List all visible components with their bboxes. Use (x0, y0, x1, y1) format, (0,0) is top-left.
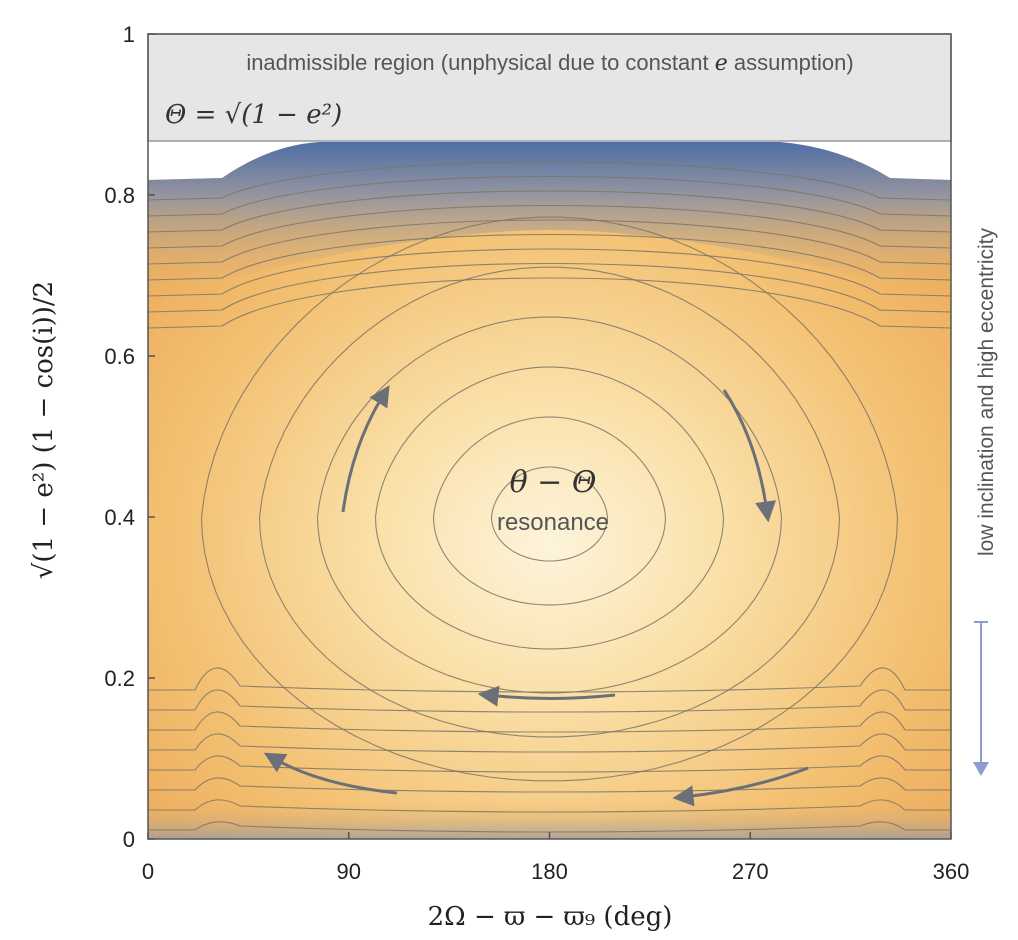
contour-lines (148, 161, 951, 833)
side-annotation-text: low inclination and high eccentricity (975, 227, 998, 556)
side-annotation: low inclination and high eccentricity (973, 227, 998, 776)
flow-arrow-bottom-left (477, 685, 616, 707)
x-tick-label: 360 (933, 859, 970, 884)
x-axis: 0 90 180 270 360 (142, 832, 969, 884)
x-tick-label: 180 (531, 859, 568, 884)
flow-arrow-lower-left (263, 752, 398, 795)
flow-arrow-right-down (722, 389, 776, 523)
contour-line (316, 316, 783, 694)
y-tick-label: 1 (123, 22, 135, 47)
contour-line (148, 689, 951, 713)
region-formula: Θ = √(1 − e²) (165, 100, 342, 130)
contour-line (432, 416, 667, 606)
contour-line (148, 733, 951, 753)
inadmissible-box (147, 33, 952, 142)
top-shading (148, 142, 951, 300)
contour-line (148, 190, 951, 233)
contour-line (148, 161, 951, 201)
contour-line (200, 216, 899, 782)
contour-line (148, 205, 951, 249)
y-tick-label: 0.6 (104, 344, 135, 369)
side-arrow-head (973, 762, 989, 776)
plot-area (148, 142, 951, 839)
contour-line (148, 248, 951, 297)
flow-arrow-lower-right (672, 766, 809, 807)
contour-line (148, 711, 951, 733)
contour-line (148, 263, 951, 313)
contour-line (148, 777, 951, 793)
y-tick-label: 0.4 (104, 505, 135, 530)
center-annotation: θ − Θ resonance (497, 465, 609, 536)
x-tick-label: 0 (142, 859, 154, 884)
admissible-fill (148, 142, 951, 839)
contour-line (148, 277, 951, 329)
x-axis-title: 2Ω − ϖ − ϖ₉ (deg) (428, 902, 673, 932)
contour-line (148, 799, 951, 813)
contour-line (148, 234, 951, 281)
contour-line (148, 219, 951, 265)
inadmissible-region: inadmissible region (unphysical due to c… (147, 33, 952, 142)
y-tick-label: 0.2 (104, 666, 135, 691)
contour-line (490, 466, 609, 562)
inadmissible-label: inadmissible region (unphysical due to c… (246, 50, 853, 76)
x-tick-label: 270 (732, 859, 769, 884)
contour-line (148, 755, 951, 773)
contour-line (148, 176, 951, 217)
center-text: resonance (497, 509, 609, 536)
x-tick-label: 90 (337, 859, 361, 884)
contour-line (258, 266, 841, 738)
contour-line (148, 667, 951, 693)
contour-line (148, 821, 951, 833)
y-tick-label: 0.8 (104, 183, 135, 208)
y-axis: 0 0.2 0.4 0.6 0.8 1 (104, 22, 155, 852)
y-axis-title: √(1 − e²) (1 − cos(i))/2 (29, 281, 59, 579)
contour-line (374, 366, 725, 650)
flow-arrows (263, 385, 809, 807)
flow-arrow-left-up (341, 385, 390, 513)
center-symbol: θ − Θ (510, 465, 597, 500)
y-tick-label: 0 (123, 827, 135, 852)
